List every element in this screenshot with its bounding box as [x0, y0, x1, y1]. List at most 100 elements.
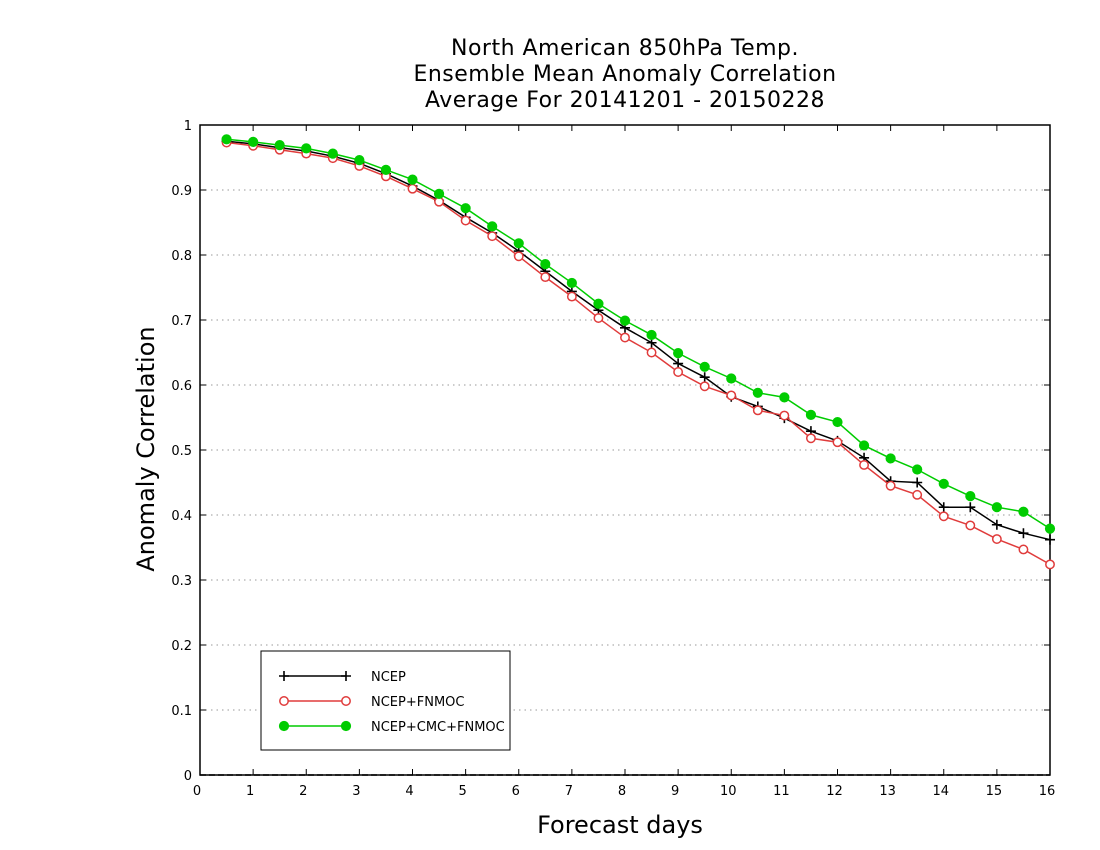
series-0-point-17 [673, 358, 684, 369]
series-2-point-3 [301, 143, 312, 154]
x-tick-label-8: 8 [618, 784, 626, 799]
y-tick-label-8: 0.8 [171, 249, 192, 264]
series-1-point-16 [646, 347, 657, 358]
series-0-point-28 [965, 502, 976, 513]
series-2-point-31 [1044, 523, 1056, 534]
series-1-point-17 [673, 367, 684, 377]
series-1-point-25 [885, 480, 896, 491]
legend-label-2: NCEP+CMC+FNMOC [371, 720, 505, 735]
series-1 [221, 137, 1055, 570]
series-1-point-21 [779, 410, 790, 421]
series-2-point-30 [1018, 506, 1029, 517]
series-2-point-17 [673, 348, 684, 359]
series-group [221, 134, 1056, 570]
series-0-point-18 [699, 372, 710, 383]
series-2-point-11 [513, 238, 524, 249]
series-1-point-29 [991, 534, 1002, 544]
series-1-point-24 [859, 460, 870, 470]
legend: NCEP NCEP+FNMOC NCEP+CMC+FNMOC [260, 650, 511, 751]
series-2-point-18 [699, 361, 710, 372]
series-0-point-30 [1018, 528, 1029, 539]
series-2-point-8 [433, 188, 445, 199]
series-2-point-20 [752, 387, 763, 398]
x-tick-label-12: 12 [826, 784, 843, 799]
x-tick-label-7: 7 [565, 784, 573, 799]
series-1-point-22 [805, 433, 816, 444]
chart-title-line-3: Average For 20141201 - 20150228 [424, 88, 826, 113]
series-1-point-7 [407, 183, 418, 194]
series-2-point-23 [832, 416, 843, 428]
axis-ticks: 00.10.20.30.40.50.60.70.80.910 1 2 3 4 5 6 7 8 9 1… [171, 119, 1055, 799]
series-2-point-29 [991, 502, 1002, 513]
series-line-2 [226, 138, 1051, 530]
series-0-point-27 [938, 502, 949, 513]
x-tick-label-10: 10 [720, 784, 737, 799]
series-2-point-10 [487, 221, 498, 232]
series-0-point-26 [912, 477, 923, 488]
x-tick-label-0: 0 [193, 784, 201, 799]
x-tick-label-13: 13 [879, 784, 896, 799]
y-tick-label-9: 0.9 [171, 184, 192, 199]
legend-label-1: NCEP+FNMOC [371, 695, 464, 710]
series-1-point-23 [832, 437, 843, 448]
series-2-point-19 [726, 373, 737, 384]
series-line-0 [226, 140, 1051, 541]
series-2-point-16 [646, 329, 657, 341]
series-1-point-27 [938, 511, 949, 522]
x-tick-label-15: 15 [986, 784, 1003, 799]
x-tick-label-11: 11 [773, 784, 790, 799]
x-axis-title: Forecast days [537, 811, 703, 839]
series-0-point-29 [991, 519, 1002, 530]
series-2-point-27 [938, 478, 949, 489]
y-tick-label-5: 0.5 [171, 444, 192, 459]
x-tick-label-4: 4 [405, 784, 413, 799]
x-tick-label-1: 1 [246, 784, 254, 799]
series-1-point-12 [540, 272, 551, 283]
x-tick-label-6: 6 [512, 784, 520, 799]
series-0-point-31 [1045, 534, 1055, 545]
series-1-point-14 [593, 313, 604, 323]
y-tick-label-2: 0.2 [171, 639, 192, 654]
y-tick-label-1: 0.1 [171, 704, 192, 719]
series-2-point-26 [912, 464, 923, 475]
x-tick-label-16: 16 [1039, 784, 1056, 799]
chart-title-line-1: North American 850hPa Temp. [450, 36, 800, 61]
series-2-point-28 [965, 491, 976, 502]
series-2-point-14 [593, 298, 604, 309]
series-line-1 [226, 141, 1051, 566]
y-axis-title: Anomaly Correlation [132, 326, 160, 571]
series-2-point-22 [805, 409, 817, 420]
series-1-point-9 [460, 215, 471, 226]
series-2-point-12 [540, 259, 551, 270]
legend-marker-end-2 [340, 720, 352, 732]
series-1-point-10 [487, 231, 498, 242]
series-1-point-26 [912, 489, 923, 500]
series-1-point-19 [726, 390, 737, 401]
x-tick-label-5: 5 [458, 784, 466, 799]
series-1-point-20 [752, 405, 763, 416]
series-2-point-4 [327, 148, 338, 159]
series-1-point-30 [1018, 544, 1029, 555]
series-2-point-9 [460, 203, 471, 214]
legend-label-0: NCEP [371, 670, 406, 685]
series-1-point-13 [566, 291, 577, 302]
series-1-point-18 [699, 381, 710, 392]
series-2-point-15 [619, 315, 631, 326]
y-tick-label-6: 0.6 [171, 379, 192, 394]
series-1-point-28 [965, 520, 976, 531]
series-2-point-21 [779, 392, 790, 403]
y-tick-label-7: 0.7 [171, 314, 192, 329]
legend-marker-end-1 [341, 696, 351, 706]
y-tick-label-10: 1 [184, 119, 192, 134]
series-0 [221, 136, 1055, 545]
y-tick-label-3: 0.3 [171, 574, 192, 589]
y-tick-label-4: 0.4 [171, 509, 192, 524]
series-2-point-24 [858, 440, 870, 451]
legend-marker-start-1 [279, 696, 289, 706]
y-tick-label-0: 0 [184, 769, 192, 784]
series-2-point-13 [566, 277, 577, 289]
series-2-point-6 [380, 164, 392, 175]
x-tick-label-2: 2 [299, 784, 307, 799]
series-2-point-25 [885, 453, 896, 464]
series-2-point-0 [221, 134, 232, 145]
